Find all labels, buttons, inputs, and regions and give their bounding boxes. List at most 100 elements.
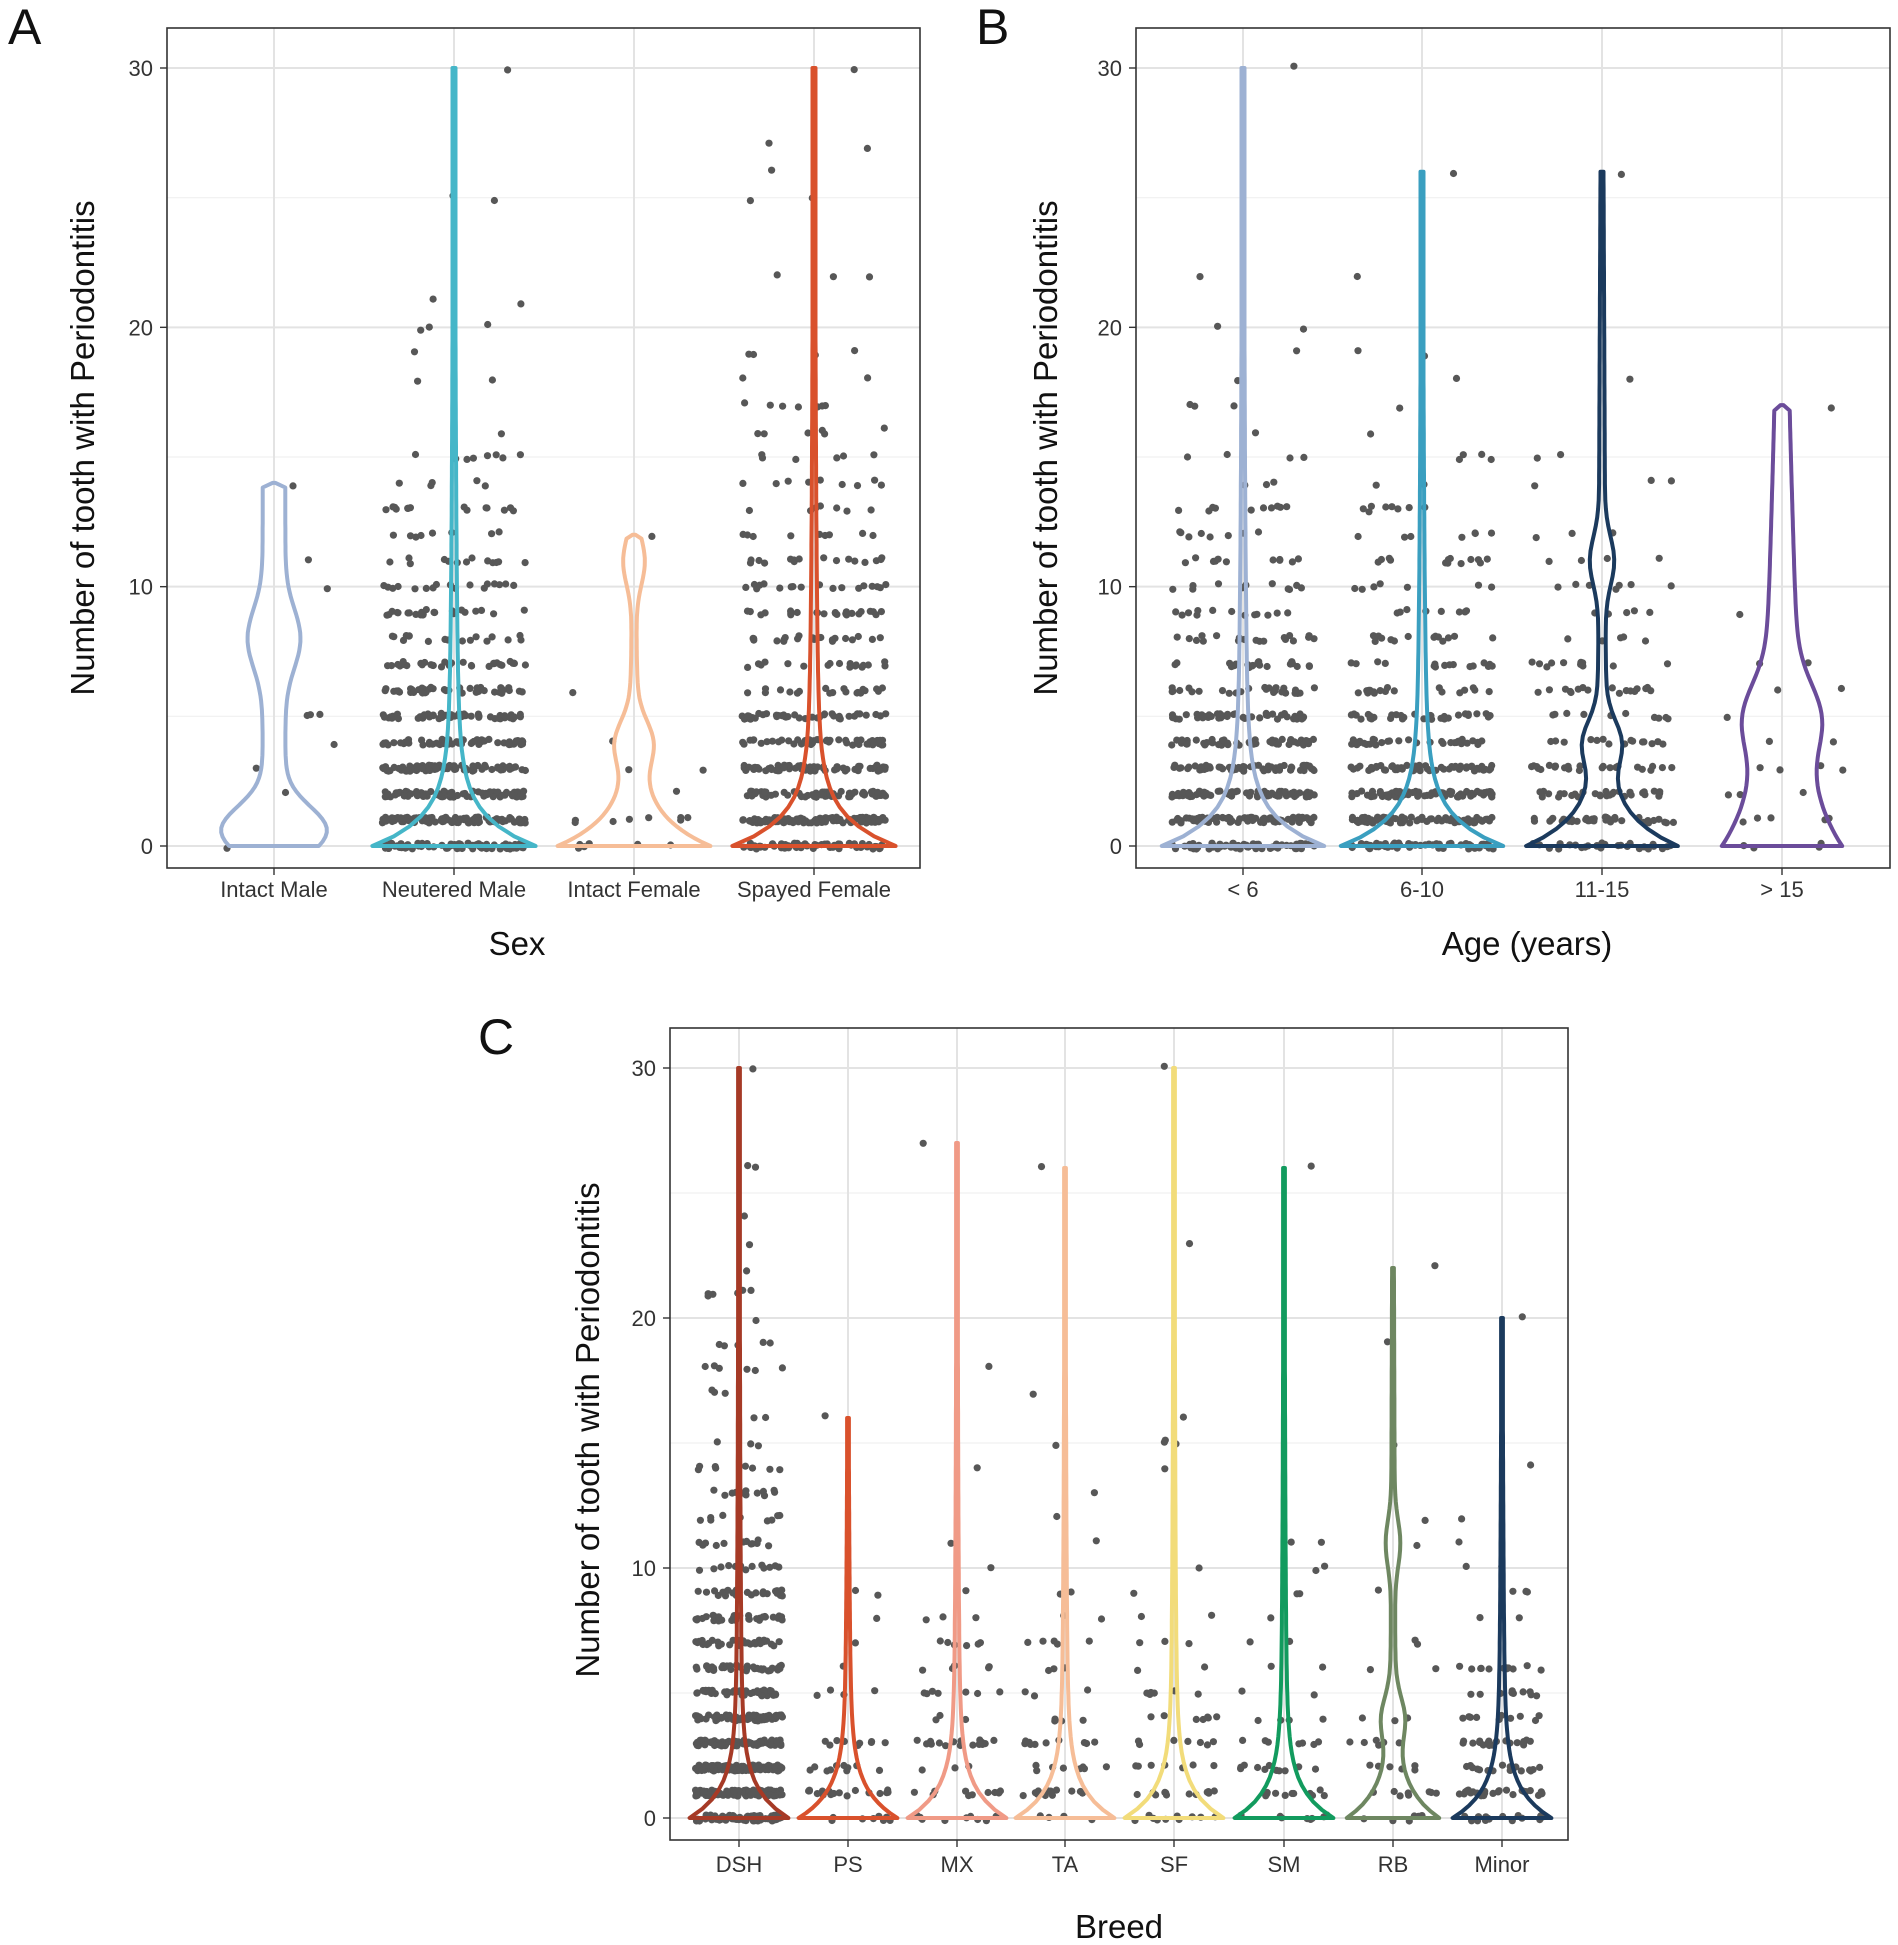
violin-11-15 xyxy=(1524,169,1680,848)
data-point xyxy=(748,1464,757,1472)
data-point xyxy=(1509,1791,1517,1799)
data-point xyxy=(696,1462,704,1470)
data-point xyxy=(1404,632,1412,641)
x-tick-label-sf: SF xyxy=(1160,1852,1188,1877)
data-point xyxy=(1083,1739,1091,1748)
data-point xyxy=(1548,815,1556,824)
data-point xyxy=(1175,764,1184,772)
data-point xyxy=(939,1613,947,1621)
data-point xyxy=(1348,813,1357,822)
data-point xyxy=(695,1566,704,1574)
data-point xyxy=(823,814,831,823)
data-point xyxy=(1262,709,1270,718)
data-point xyxy=(1476,816,1484,824)
data-point xyxy=(1183,453,1192,461)
data-point xyxy=(1132,1762,1140,1770)
data-point xyxy=(1354,347,1362,355)
data-point xyxy=(1354,818,1362,827)
data-point xyxy=(832,557,841,565)
data-point xyxy=(1354,689,1362,697)
data-point xyxy=(821,1412,829,1420)
data-point xyxy=(490,610,498,618)
data-point xyxy=(784,791,792,799)
data-point xyxy=(1299,325,1308,333)
data-point xyxy=(389,503,397,511)
data-point xyxy=(521,661,530,669)
data-point xyxy=(1352,738,1360,747)
data-point xyxy=(1222,558,1230,566)
data-point xyxy=(483,791,491,799)
data-point xyxy=(773,1737,781,1745)
data-point xyxy=(304,556,312,564)
data-point xyxy=(1584,686,1592,694)
data-point xyxy=(1655,714,1663,722)
data-point xyxy=(390,739,398,747)
data-point xyxy=(766,1465,774,1473)
data-point xyxy=(427,684,436,692)
data-point xyxy=(1281,1791,1289,1799)
data-point xyxy=(1175,506,1183,514)
data-point xyxy=(753,1489,761,1497)
data-point xyxy=(648,532,656,541)
data-point xyxy=(1459,451,1467,459)
data-point xyxy=(394,609,402,617)
data-point xyxy=(1650,816,1658,825)
data-point xyxy=(1543,663,1551,671)
data-point xyxy=(698,1766,706,1775)
data-point xyxy=(1288,818,1296,826)
data-point xyxy=(1240,763,1248,771)
data-point xyxy=(509,507,517,515)
data-point xyxy=(505,741,513,749)
data-point xyxy=(747,1791,756,1799)
data-point xyxy=(849,741,857,749)
data-point xyxy=(1563,709,1571,718)
data-point xyxy=(876,584,884,592)
data-point xyxy=(609,817,617,826)
data-point xyxy=(506,714,515,722)
data-point xyxy=(1439,739,1447,748)
data-point xyxy=(1080,1765,1088,1773)
data-point xyxy=(1256,714,1264,722)
data-point xyxy=(1567,688,1575,697)
data-point xyxy=(1281,788,1289,796)
data-point xyxy=(494,739,502,747)
data-point xyxy=(708,1386,716,1394)
data-point xyxy=(281,788,290,797)
data-point xyxy=(1278,688,1286,696)
x-tick-label-minor: Minor xyxy=(1474,1852,1529,1877)
data-point xyxy=(388,607,396,616)
data-point xyxy=(877,608,886,616)
data-point xyxy=(496,765,504,773)
data-point xyxy=(848,636,857,644)
data-point xyxy=(744,1162,752,1170)
data-point xyxy=(1469,662,1477,670)
data-point xyxy=(517,300,525,308)
data-point xyxy=(1395,737,1403,745)
data-point xyxy=(773,1589,781,1597)
data-point xyxy=(1508,1687,1516,1695)
data-point xyxy=(1827,404,1835,412)
data-point xyxy=(1617,170,1625,178)
data-point xyxy=(1765,737,1773,746)
data-point xyxy=(1185,789,1193,798)
data-point xyxy=(1668,764,1676,772)
data-point xyxy=(833,454,841,462)
data-point xyxy=(1396,404,1404,412)
data-point xyxy=(776,1665,784,1673)
data-point xyxy=(1480,659,1488,667)
data-point xyxy=(466,581,474,589)
data-point xyxy=(725,1562,733,1570)
data-point xyxy=(1161,1637,1169,1645)
x-tick-label-15: > 15 xyxy=(1760,877,1803,902)
data-point xyxy=(1427,791,1435,800)
data-point xyxy=(825,531,834,539)
data-point xyxy=(1736,610,1744,619)
data-point xyxy=(1615,689,1623,697)
data-point xyxy=(1274,792,1282,800)
data-point xyxy=(843,765,851,774)
data-point xyxy=(1266,791,1274,799)
data-point xyxy=(1185,533,1193,541)
data-point xyxy=(510,581,518,590)
y-tick-label-30: 30 xyxy=(129,56,153,81)
data-point xyxy=(1564,635,1572,643)
